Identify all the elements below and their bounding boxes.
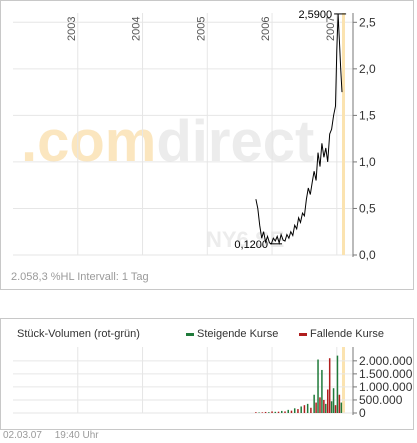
volume-bar	[268, 412, 270, 413]
volume-chart-panel: Stück-Volumen (rot-grün) Steigende Kurse…	[0, 318, 414, 430]
legend-rising: Steigende Kurse	[186, 328, 278, 340]
low-annotation: 0,1200	[234, 239, 268, 251]
volume-bar	[315, 402, 317, 413]
footer-time: 19:40 Uhr	[54, 430, 99, 441]
y-tick-label: 1,5	[359, 108, 376, 122]
price-chart-panel: .comdirect NY6 SE 2003 2004 2005 2006 2007 0,0 0…	[0, 0, 414, 290]
volume-bar	[340, 402, 343, 413]
vol-y-tick-label: 1.000.000	[359, 380, 413, 394]
x-tick-label: 2007	[325, 17, 337, 41]
y-tick-label: 0,5	[359, 201, 376, 215]
watermark-logo-text: direct	[156, 109, 314, 174]
volume-bar	[300, 406, 302, 413]
volume-bar	[306, 403, 309, 413]
volume-bar	[313, 394, 315, 413]
volume-bar	[287, 409, 289, 413]
legend-rising-swatch	[186, 332, 194, 336]
legend-falling: Fallende Kurse	[299, 328, 384, 340]
volume-bar	[325, 403, 327, 413]
y-tick-label: 1,0	[359, 155, 376, 169]
x-tick-label: 2004	[131, 17, 143, 41]
vol-y-tick-label: 2.000.000	[359, 354, 413, 368]
volume-bar	[297, 409, 299, 413]
vol-y-tick-label: 500.000	[359, 393, 403, 407]
volume-bar	[255, 412, 257, 413]
volume-bar	[264, 411, 267, 413]
volume-bar	[310, 407, 312, 413]
volume-bar	[317, 359, 319, 413]
volume-bar	[261, 412, 264, 413]
x-tick-label: 2005	[195, 17, 207, 41]
volume-bar	[303, 405, 306, 413]
volume-bar	[338, 394, 341, 413]
y-tick-label: 2,0	[359, 62, 376, 76]
volume-title: Stück-Volumen (rot-grün)	[17, 328, 140, 340]
legend-rising-label: Steigende Kurse	[197, 328, 279, 340]
watermark-logo-dot: .com	[21, 109, 156, 174]
volume-bar	[271, 411, 273, 413]
volume-bar	[293, 408, 296, 413]
x-tick-label: 2006	[260, 17, 272, 41]
price-info-line: 2.058,3 %HL Intervall: 1 Tag	[11, 271, 149, 283]
volume-bar	[336, 355, 339, 413]
volume-bar	[330, 401, 333, 413]
y-tick-label: 2,5	[359, 15, 376, 29]
high-annotation: 2,5900	[298, 9, 332, 21]
volume-bar	[319, 397, 321, 413]
volume-bar	[321, 369, 323, 413]
volume-bar	[284, 411, 286, 413]
watermark-symbol: NY6 SE	[206, 227, 284, 252]
volume-bar	[334, 405, 337, 413]
x-tick-label: 2003	[66, 17, 78, 41]
volume-bar	[332, 388, 335, 413]
volume-bar	[290, 410, 293, 413]
volume-bar	[281, 410, 283, 413]
current-period-band	[341, 13, 345, 255]
volume-bar	[277, 411, 280, 413]
volume-bar	[274, 411, 277, 413]
volume-bar	[323, 399, 325, 413]
vol-current-band	[341, 347, 345, 413]
legend-falling-label: Fallende Kurse	[310, 328, 384, 340]
watermark-logo: .comdirect	[21, 109, 314, 174]
vol-y-tick-label: 1.500.000	[359, 367, 413, 381]
vol-y-tick-label: 0	[359, 406, 366, 420]
volume-bar	[328, 358, 331, 413]
legend-falling-swatch	[299, 332, 307, 336]
volume-bar	[258, 412, 260, 413]
price-chart: .comdirect NY6 SE 2003 2004 2005 2006 2007 0,0 0…	[13, 9, 376, 262]
footer: 02.03.07 19:40 Uhr	[3, 430, 109, 441]
y-tick-label: 0,0	[359, 248, 376, 262]
volume-bar	[326, 389, 329, 413]
footer-date: 02.03.07	[3, 430, 42, 441]
